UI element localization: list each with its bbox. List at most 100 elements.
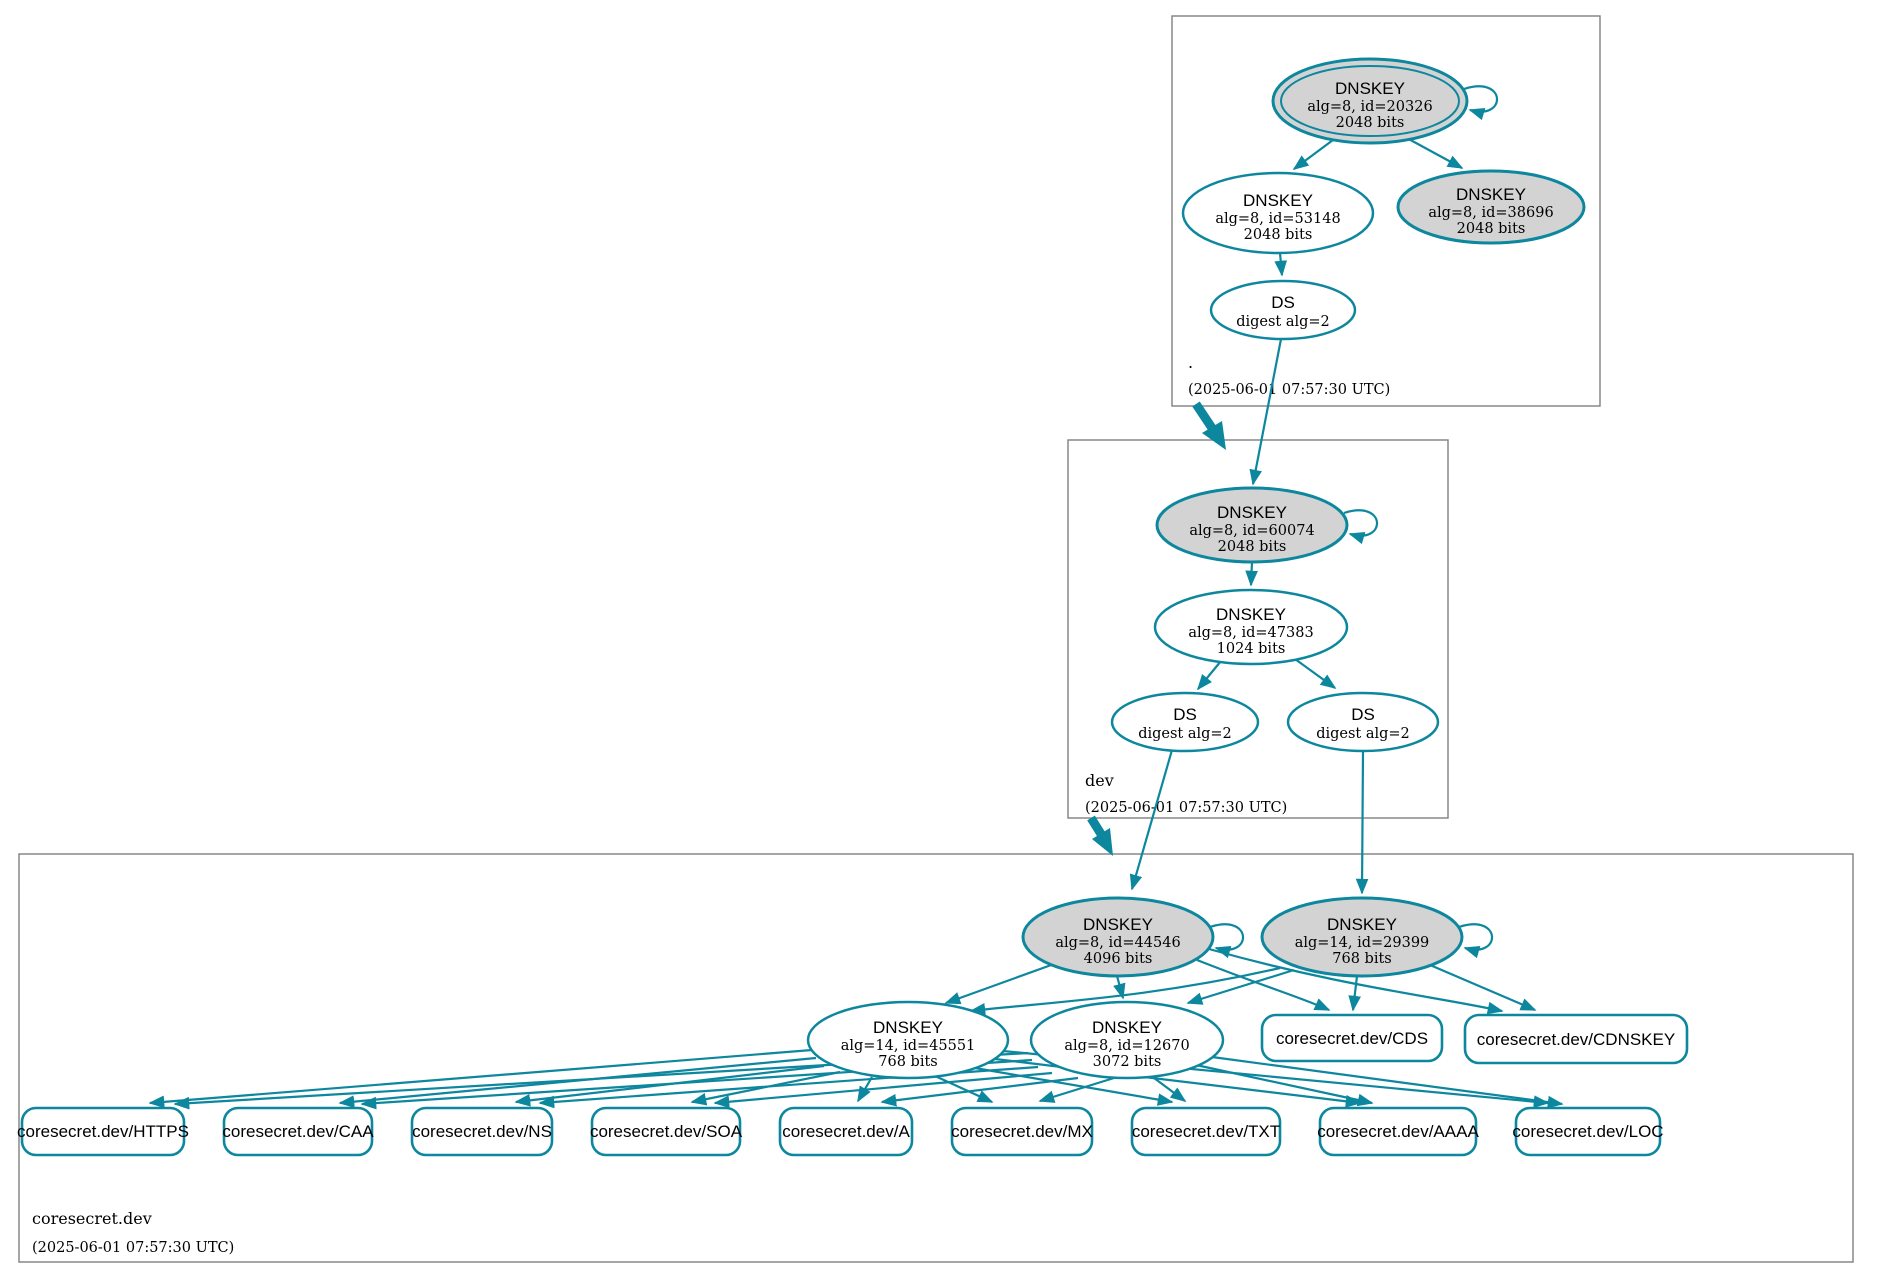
- edge-cs-ksk44546-selfloop: [1209, 923, 1245, 959]
- edge-zsk45551-to-txt: [974, 1066, 1174, 1106]
- node-rrset-loc[interactable]: coresecret.dev/LOC: [1512, 1106, 1664, 1157]
- node-root-dnskey-38696[interactable]: DNSKEY alg=8, id=38696 2048 bits: [1396, 169, 1586, 245]
- node-detail: digest alg=2: [1236, 314, 1330, 330]
- node-detail: digest alg=2: [1138, 726, 1232, 742]
- node-detail: alg=8, id=47383: [1188, 625, 1313, 641]
- node-rrset-txt[interactable]: coresecret.dev/TXT: [1130, 1106, 1282, 1157]
- edge-delegation-dev-to-coresecret-head: [1092, 828, 1113, 856]
- node-cs-cdnskey[interactable]: coresecret.dev/CDNSKEY: [1463, 1013, 1689, 1065]
- edge-root-zsk-to-ds: [1274, 252, 1288, 277]
- node-rrset-https[interactable]: coresecret.dev/HTTPS: [17, 1106, 189, 1157]
- edge-ksk44546-to-cdnskey: [1208, 947, 1504, 1015]
- node-bits: 3072 bits: [1093, 1054, 1162, 1070]
- node-bits: 4096 bits: [1084, 951, 1153, 967]
- node-label: coresecret.dev/CAA: [222, 1122, 374, 1141]
- node-label: coresecret.dev/A: [782, 1122, 910, 1141]
- edge-delegation-dev-to-coresecret: [1087, 815, 1105, 837]
- node-cs-cds[interactable]: coresecret.dev/CDS: [1260, 1013, 1444, 1063]
- node-label: coresecret.dev/HTTPS: [17, 1122, 189, 1141]
- node-rrset-aaaa[interactable]: coresecret.dev/AAAA: [1317, 1106, 1479, 1157]
- zone-timestamp-root: (2025-06-01 07:57:30 UTC): [1188, 382, 1390, 398]
- node-root-dnskey-53148[interactable]: DNSKEY alg=8, id=53148 2048 bits: [1181, 171, 1375, 255]
- edge-zsk12670-to-txt: [1149, 1074, 1187, 1102]
- edge-ksk44546-to-cds: [1196, 958, 1331, 1012]
- node-cs-dnskey-29399[interactable]: DNSKEY alg=14, id=29399 768 bits: [1260, 896, 1464, 978]
- edge-dev-ksk-selfloop: [1343, 509, 1379, 545]
- node-label: coresecret.dev/SOA: [590, 1122, 743, 1141]
- node-title: DNSKEY: [1327, 915, 1397, 934]
- edge-dev-ksk-to-zsk: [1245, 561, 1258, 587]
- node-detail: alg=8, id=20326: [1307, 99, 1432, 115]
- node-rrset-a[interactable]: coresecret.dev/A: [778, 1106, 914, 1157]
- node-title: DNSKEY: [1243, 191, 1313, 210]
- edge-dev-zsk-to-ds1: [1196, 660, 1222, 691]
- node-label: coresecret.dev/TXT: [1132, 1122, 1280, 1141]
- node-detail: alg=14, id=45551: [841, 1038, 976, 1054]
- edge-ksk44546-to-zsk45551: [944, 962, 1055, 1005]
- edge-ksk29399-to-zsk12670: [1186, 968, 1295, 1005]
- node-dev-dnskey-47383[interactable]: DNSKEY alg=8, id=47383 1024 bits: [1153, 588, 1349, 666]
- edge-zsk12670-to-loc: [1211, 1055, 1564, 1109]
- edge-root-ksk-to-ksk38696: [1404, 136, 1464, 169]
- edge-zsk45551-to-https: [148, 1048, 813, 1109]
- edge-delegation-root-to-dev: [1192, 401, 1216, 431]
- edge-delegation-root-to-dev-head: [1202, 421, 1226, 450]
- edge-zsk12670-to-mx: [1038, 1076, 1115, 1103]
- node-title: DNSKEY: [1217, 503, 1287, 522]
- node-label: coresecret.dev/CDS: [1276, 1029, 1428, 1048]
- edge-zsk12670-to-a: [880, 1076, 1079, 1107]
- edge-dev-zsk-to-ds2: [1294, 658, 1337, 689]
- edge-ksk44546-to-zsk12670: [1113, 975, 1126, 1000]
- zone-label-coresecret: coresecret.dev: [32, 1209, 152, 1228]
- node-root-ds[interactable]: DS digest alg=2: [1209, 279, 1357, 341]
- node-detail: alg=14, id=29399: [1295, 935, 1430, 951]
- node-label: coresecret.dev/LOC: [1512, 1122, 1663, 1141]
- node-title: DNSKEY: [1216, 605, 1286, 624]
- node-title: DNSKEY: [1092, 1018, 1162, 1037]
- node-bits: 1024 bits: [1217, 641, 1286, 657]
- edge-ksk29399-to-cdnskey: [1429, 963, 1537, 1012]
- node-detail: alg=8, id=60074: [1189, 523, 1314, 539]
- node-rrset-mx[interactable]: coresecret.dev/MX: [950, 1106, 1094, 1157]
- node-rrset-ns[interactable]: coresecret.dev/NS: [410, 1106, 554, 1157]
- node-bits: 2048 bits: [1336, 115, 1405, 131]
- node-title: DNSKEY: [1083, 915, 1153, 934]
- edge-ksk29399-to-cds: [1348, 975, 1361, 1012]
- node-detail: alg=8, id=12670: [1064, 1038, 1189, 1054]
- edge-zsk12670-to-soa: [713, 1071, 1053, 1109]
- node-cs-dnskey-44546[interactable]: DNSKEY alg=8, id=44546 4096 bits: [1021, 896, 1215, 978]
- edge-root-ds-to-dev-ksk: [1249, 338, 1283, 486]
- edge-root-ksk-selfloop: [1463, 85, 1499, 121]
- node-cs-dnskey-45551[interactable]: DNSKEY alg=14, id=45551 768 bits: [806, 1000, 1010, 1080]
- node-dev-ds-right[interactable]: DS digest alg=2: [1286, 691, 1440, 753]
- node-detail: alg=8, id=38696: [1428, 205, 1553, 221]
- node-bits: 2048 bits: [1457, 221, 1526, 237]
- node-label: coresecret.dev/MX: [951, 1122, 1093, 1141]
- edge-ksk29399-to-zsk45551: [969, 966, 1281, 1016]
- node-detail: alg=8, id=44546: [1055, 935, 1180, 951]
- node-label: coresecret.dev/NS: [412, 1122, 552, 1141]
- edge-zsk12670-to-aaaa: [1195, 1063, 1374, 1107]
- node-title: DS: [1351, 705, 1375, 724]
- node-dev-ds-left[interactable]: DS digest alg=2: [1110, 691, 1260, 753]
- node-rrset-soa[interactable]: coresecret.dev/SOA: [590, 1106, 743, 1157]
- zone-timestamp-coresecret: (2025-06-01 07:57:30 UTC): [32, 1240, 234, 1256]
- node-title: DNSKEY: [1456, 185, 1526, 204]
- node-label: coresecret.dev/AAAA: [1317, 1122, 1479, 1141]
- zone-label-root: .: [1188, 353, 1193, 372]
- edge-dev-ds2-to-cs-ksk29399: [1355, 750, 1369, 895]
- edge-zsk45551-to-mx: [934, 1074, 994, 1104]
- edge-root-ksk-to-zsk53148: [1292, 136, 1338, 170]
- zone-timestamp-dev: (2025-06-01 07:57:30 UTC): [1085, 800, 1287, 816]
- node-title: DS: [1173, 705, 1197, 724]
- node-detail: digest alg=2: [1316, 726, 1410, 742]
- node-rrset-caa[interactable]: coresecret.dev/CAA: [222, 1106, 374, 1157]
- node-cs-dnskey-12670[interactable]: DNSKEY alg=8, id=12670 3072 bits: [1029, 1000, 1225, 1080]
- node-title: DS: [1271, 293, 1295, 312]
- node-root-dnskey-20326[interactable]: DNSKEY alg=8, id=20326 2048 bits: [1271, 57, 1469, 145]
- node-bits: 2048 bits: [1244, 227, 1313, 243]
- node-dev-dnskey-60074[interactable]: DNSKEY alg=8, id=60074 2048 bits: [1155, 486, 1349, 564]
- node-bits: 2048 bits: [1218, 539, 1287, 555]
